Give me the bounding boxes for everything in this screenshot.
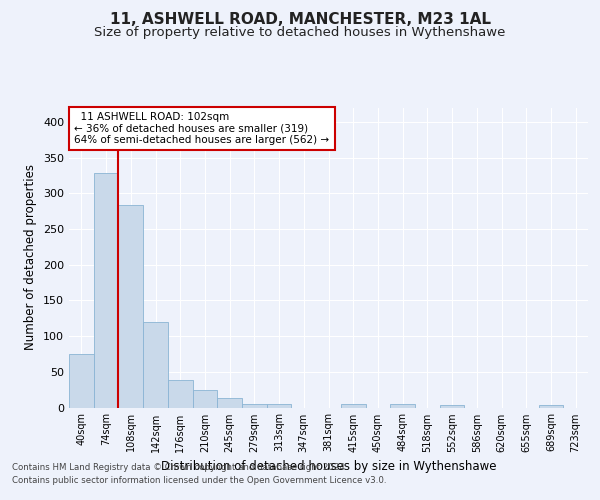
Y-axis label: Number of detached properties: Number of detached properties <box>25 164 37 350</box>
Bar <box>267 404 292 407</box>
Text: Contains HM Land Registry data © Crown copyright and database right 2024.: Contains HM Land Registry data © Crown c… <box>12 462 347 471</box>
Text: Size of property relative to detached houses in Wythenshawe: Size of property relative to detached ho… <box>94 26 506 39</box>
Bar <box>193 390 217 407</box>
Bar <box>69 354 94 408</box>
Bar <box>94 173 118 408</box>
Bar <box>168 380 193 407</box>
Bar <box>143 322 168 408</box>
Bar <box>440 406 464 407</box>
Bar <box>118 206 143 408</box>
Text: 11 ASHWELL ROAD: 102sqm
← 36% of detached houses are smaller (319)
64% of semi-d: 11 ASHWELL ROAD: 102sqm ← 36% of detache… <box>74 112 329 145</box>
Text: Contains public sector information licensed under the Open Government Licence v3: Contains public sector information licen… <box>12 476 386 485</box>
Text: 11, ASHWELL ROAD, MANCHESTER, M23 1AL: 11, ASHWELL ROAD, MANCHESTER, M23 1AL <box>110 12 491 28</box>
Bar <box>217 398 242 407</box>
Bar <box>242 404 267 407</box>
Bar <box>390 404 415 407</box>
Bar <box>341 404 365 407</box>
Bar <box>539 406 563 407</box>
X-axis label: Distribution of detached houses by size in Wythenshawe: Distribution of detached houses by size … <box>161 460 496 473</box>
